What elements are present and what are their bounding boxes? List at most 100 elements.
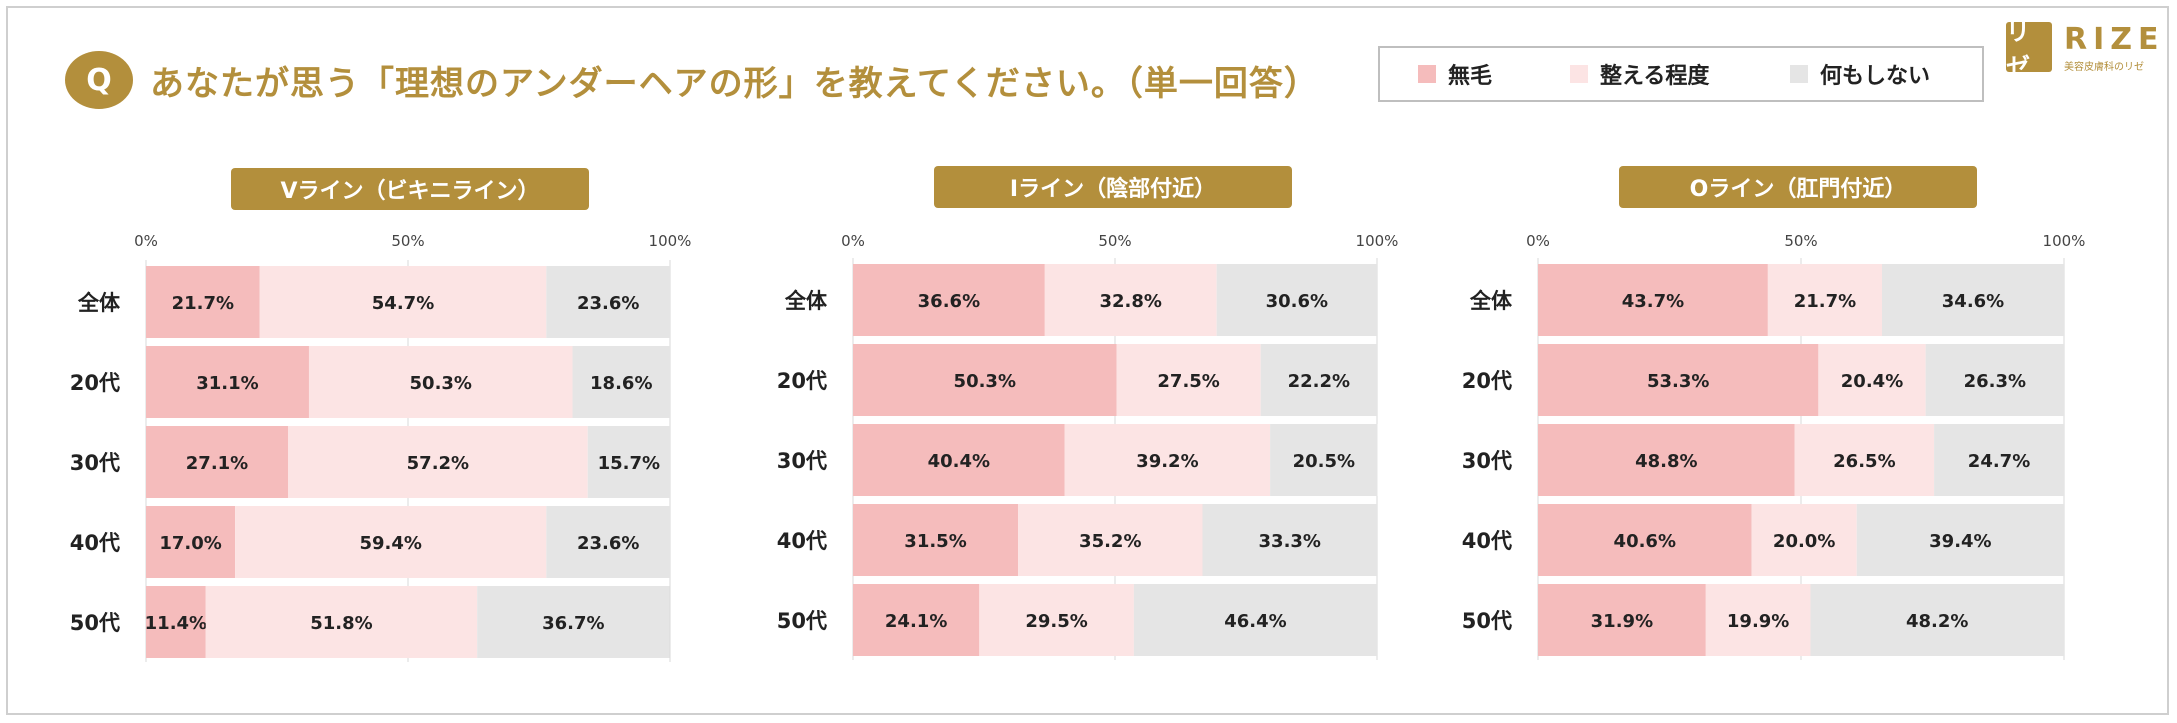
bar-segment	[1538, 504, 1752, 576]
data-label: 22.2%	[1288, 371, 1350, 392]
data-label: 40.4%	[928, 451, 990, 472]
bar-segment	[146, 506, 236, 578]
data-label: 40.6%	[1614, 531, 1676, 552]
category-label: 全体	[1469, 289, 1513, 313]
legend: 無毛 整える程度 何もしない	[1378, 46, 1984, 102]
bar-segment	[146, 266, 260, 338]
bar-segment	[1133, 584, 1377, 656]
bar-segment	[205, 586, 478, 658]
data-label: 50.3%	[954, 371, 1016, 392]
data-label: 20.0%	[1773, 531, 1835, 552]
data-label: 20.5%	[1293, 451, 1355, 472]
bar-segment	[259, 266, 547, 338]
bar-segment	[853, 504, 1019, 576]
bar-segment	[1064, 424, 1271, 496]
data-label: 32.8%	[1099, 291, 1161, 312]
legend-label-mumo: 無毛	[1448, 64, 1493, 89]
bar-segment	[1934, 424, 2064, 496]
logo-name: RIZE	[2064, 22, 2165, 57]
category-label: 50代	[70, 611, 120, 635]
bar-segment	[853, 584, 980, 656]
x-tick-label: 0%	[134, 232, 158, 250]
data-label: 51.8%	[310, 613, 372, 634]
bar-segment	[546, 506, 670, 578]
bar-segment	[1538, 424, 1795, 496]
data-label: 30.6%	[1266, 291, 1328, 312]
data-label: 18.6%	[590, 373, 652, 394]
data-label: 29.5%	[1025, 611, 1087, 632]
data-label: 26.5%	[1833, 451, 1895, 472]
bar-segment	[979, 584, 1134, 656]
logo-mark: リゼ	[2006, 18, 2052, 81]
category-label: 40代	[777, 529, 827, 553]
bar-segment	[1767, 264, 1883, 336]
data-label: 11.4%	[145, 613, 207, 634]
bar-segment	[1270, 424, 1378, 496]
bar-segment	[1882, 264, 2064, 336]
category-label: 全体	[77, 291, 121, 315]
data-label: 43.7%	[1622, 291, 1684, 312]
bar-segment	[146, 586, 206, 658]
data-label: 31.5%	[904, 531, 966, 552]
data-label: 36.6%	[918, 291, 980, 312]
category-label: 40代	[1462, 529, 1512, 553]
x-tick-label: 100%	[649, 232, 692, 250]
bar-segment	[572, 346, 670, 418]
legend-item-nanimo: 何もしない	[1790, 62, 1930, 89]
data-label: 35.2%	[1079, 531, 1141, 552]
data-label: 33.3%	[1259, 531, 1321, 552]
category-label: 30代	[70, 451, 120, 475]
legend-swatch-nanimo	[1790, 65, 1808, 83]
bar-segment	[146, 426, 289, 498]
bar-segment	[308, 346, 573, 418]
data-label: 27.1%	[186, 453, 248, 474]
data-label: 57.2%	[407, 453, 469, 474]
x-tick-label: 100%	[1356, 232, 1399, 250]
data-label: 48.2%	[1906, 611, 1968, 632]
bar-segment	[1856, 504, 2064, 576]
data-label: 21.7%	[1794, 291, 1856, 312]
question-title: あなたが思う「理想のアンダーヘアの形」を教えてください。（単一回答）	[150, 64, 1319, 104]
bar-segment	[546, 266, 670, 338]
panel-title-v-line: Vライン（ビキニライン）	[231, 168, 589, 210]
data-label: 36.7%	[542, 613, 604, 634]
legend-swatch-totonoeru	[1570, 65, 1588, 83]
panel-title-i-line: Iライン（陰部付近）	[934, 166, 1292, 208]
bar-segment	[1116, 344, 1261, 416]
data-label: 27.5%	[1157, 371, 1219, 392]
bar-segment	[146, 346, 309, 418]
x-tick-label: 50%	[391, 232, 424, 250]
brand-logo: リゼ RIZE 美容皮膚科のリゼ	[2006, 18, 2159, 81]
data-label: 15.7%	[598, 453, 660, 474]
x-tick-label: 50%	[1784, 232, 1817, 250]
bar-segment	[1925, 344, 2064, 416]
data-label: 23.6%	[577, 293, 639, 314]
category-label: 20代	[777, 369, 827, 393]
legend-item-mumo: 無毛	[1418, 62, 1492, 89]
data-label: 24.7%	[1968, 451, 2030, 472]
question-badge: Q	[65, 51, 133, 109]
bar-segment	[235, 506, 547, 578]
data-label: 39.4%	[1929, 531, 1991, 552]
panel-title-o-line: Oライン（肛門付近）	[1619, 166, 1977, 208]
category-label: 40代	[70, 531, 120, 555]
category-label: 30代	[777, 449, 827, 473]
data-label: 19.9%	[1727, 611, 1789, 632]
bar-segment	[477, 586, 670, 658]
bar-segment	[1818, 344, 1926, 416]
data-label: 24.1%	[885, 611, 947, 632]
legend-swatch-mumo	[1418, 65, 1436, 83]
bar-segment	[1260, 344, 1377, 416]
data-label: 17.0%	[159, 533, 221, 554]
bar-segment	[1794, 424, 1935, 496]
bar-segment	[288, 426, 588, 498]
logo-subtitle: 美容皮膚科のリゼ	[2064, 62, 2144, 73]
bar-segment	[587, 426, 670, 498]
legend-label-nanimo: 何もしない	[1820, 64, 1931, 89]
legend-label-totonoeru: 整える程度	[1600, 64, 1710, 89]
bar-segment	[1044, 264, 1217, 336]
data-label: 26.3%	[1964, 371, 2026, 392]
data-label: 31.1%	[196, 373, 258, 394]
data-label: 34.6%	[1942, 291, 2004, 312]
